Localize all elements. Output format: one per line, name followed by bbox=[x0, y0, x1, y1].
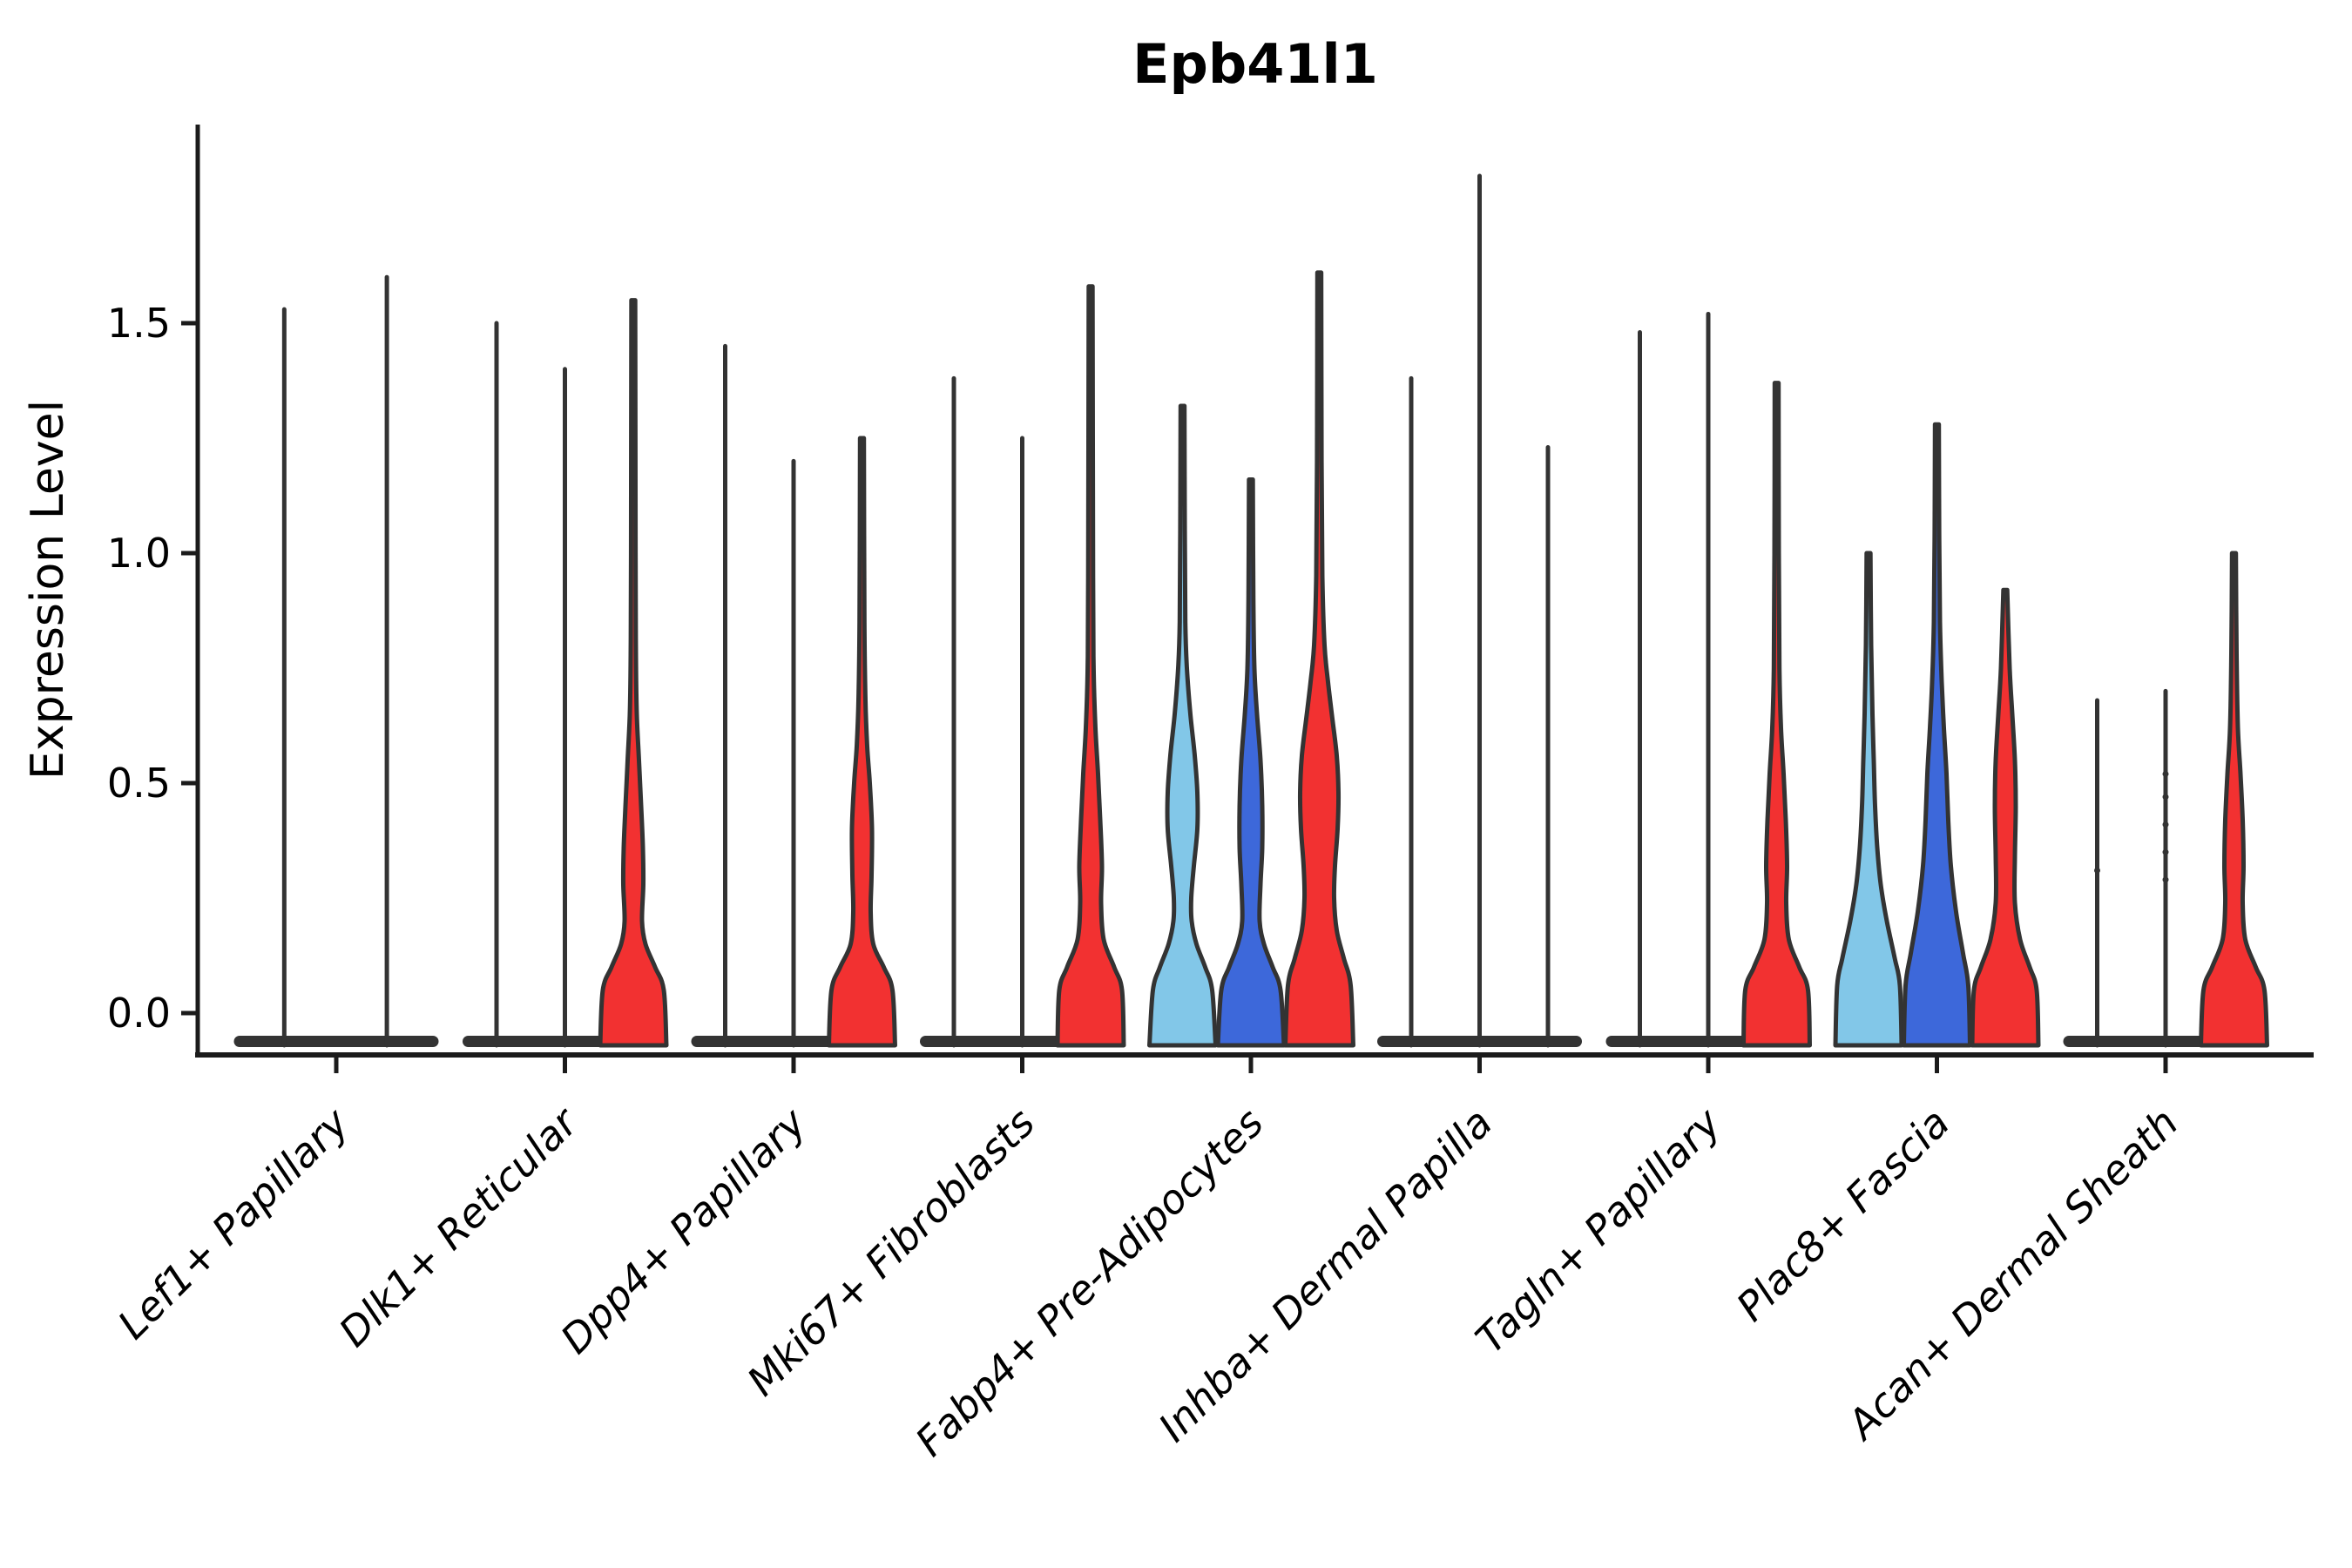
x-tick-label: Plac8+ Fascia bbox=[1727, 1099, 1958, 1330]
jitter-point bbox=[2162, 848, 2169, 855]
violin-group: Dpp4+ Papillary bbox=[551, 343, 897, 1362]
violin-body bbox=[1283, 270, 1355, 1048]
violin-group: Dlk1+ Reticular bbox=[330, 298, 669, 1355]
y-tick-label: 1.5 bbox=[107, 300, 171, 347]
violin-base-bar bbox=[233, 1036, 439, 1047]
x-tick-label: Dpp4+ Papillary bbox=[551, 1098, 815, 1362]
violin-body bbox=[2199, 551, 2269, 1048]
violin-body bbox=[1215, 477, 1287, 1048]
y-tick-label: 1.0 bbox=[107, 530, 171, 577]
x-tick-label: Lef1+ Papillary bbox=[109, 1098, 358, 1348]
violin-body bbox=[1833, 551, 1904, 1048]
violin-body bbox=[1147, 403, 1218, 1048]
violin-body bbox=[1741, 381, 1812, 1048]
y-tick-label: 0.5 bbox=[107, 760, 171, 807]
x-tick-label: Dlk1+ Reticular bbox=[330, 1097, 589, 1355]
y-tick-label: 0.0 bbox=[107, 990, 171, 1037]
violin-body bbox=[1902, 422, 1972, 1048]
jitter-point bbox=[2162, 794, 2169, 801]
violin-body bbox=[1055, 284, 1126, 1048]
violin-group: Inhba+ Dermal Papilla bbox=[1149, 173, 1582, 1450]
chart-title: Epb41l1 bbox=[1132, 32, 1378, 96]
jitter-point bbox=[2094, 867, 2100, 874]
jitter-point bbox=[2162, 821, 2169, 828]
violin-body bbox=[598, 298, 669, 1048]
violin-group: Lef1+ Papillary bbox=[109, 274, 439, 1348]
jitter-point bbox=[2162, 876, 2169, 883]
jitter-point bbox=[2162, 770, 2169, 777]
violin-body bbox=[827, 436, 897, 1048]
violin-group: Mki67+ Fibroblasts bbox=[738, 284, 1126, 1405]
y-axis-label: Expression Level bbox=[22, 400, 74, 780]
x-tick-label: Tagln+ Papillary bbox=[1466, 1098, 1730, 1362]
violin-body bbox=[1970, 587, 2041, 1048]
violin-group: Tagln+ Papillary bbox=[1466, 311, 1812, 1362]
